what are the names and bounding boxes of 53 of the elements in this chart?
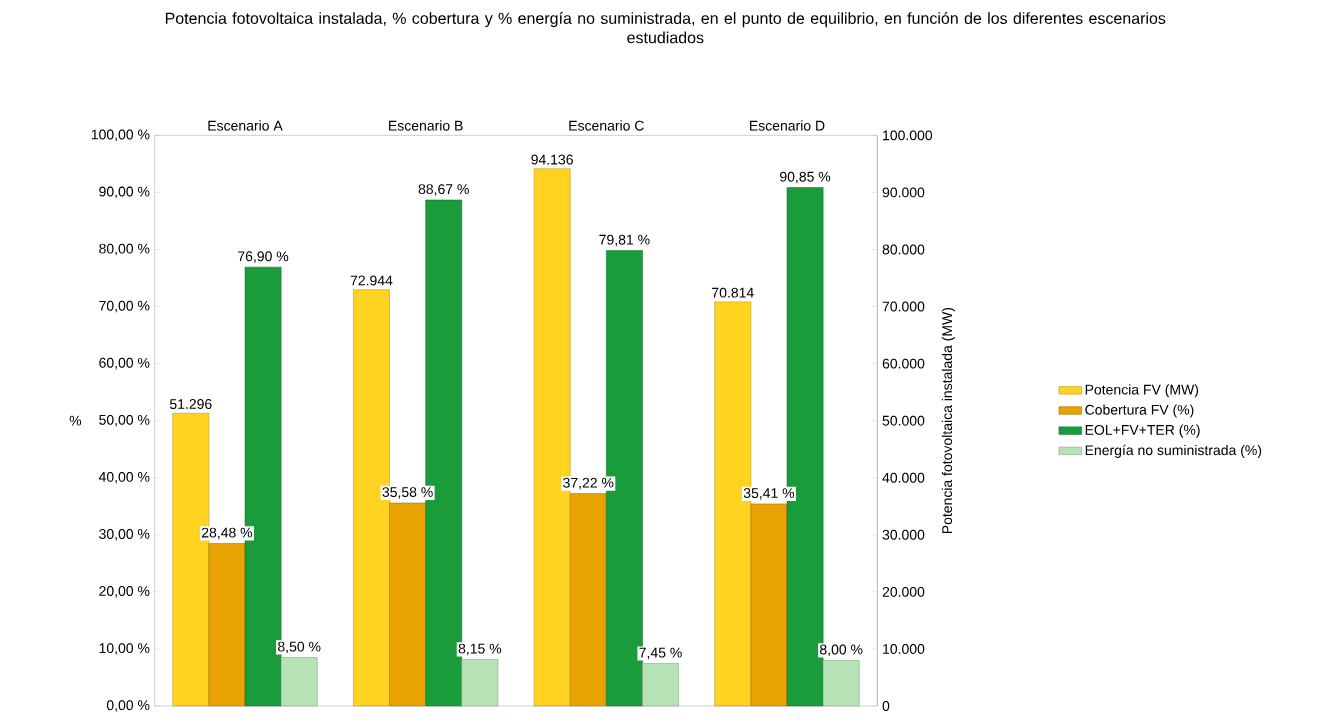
x-tick-label: Escenario D	[750, 120, 825, 131]
y-tick-label: 100,00 %	[91, 129, 150, 142]
y2-tick-label: 100.000	[883, 130, 933, 141]
bar	[642, 663, 679, 707]
data-label: 51.296	[169, 399, 212, 410]
data-label: 8,15 %	[458, 643, 502, 656]
data-label: 72.944	[350, 275, 393, 286]
y-tick-label: 10,00 %	[99, 643, 150, 655]
y-tick-label: 30,00 %	[99, 529, 150, 541]
legend-label: Energía no suministrada (%)	[1085, 444, 1262, 458]
y-tick-label: 0,00 %	[106, 700, 150, 712]
data-label: 8,50 %	[278, 641, 321, 654]
y2-tick-label: 90.000	[882, 187, 925, 198]
y-tick-label: 90,00 %	[99, 186, 150, 199]
data-label: 94.136	[531, 154, 573, 165]
y2-tick-label: 30.000	[882, 529, 925, 540]
y-axis-title: %	[69, 415, 82, 426]
bar	[461, 659, 499, 707]
y-tick-label: 70,00 %	[99, 300, 150, 313]
data-label: 76,90 %	[238, 251, 289, 263]
legend-label: EOL+FV+TER (%)	[1085, 424, 1200, 438]
data-label: 88,67 %	[418, 184, 469, 196]
y2-tick-label: 20.000	[882, 586, 925, 597]
x-tick-label: Escenario A	[208, 120, 283, 131]
data-label: 35,41 %	[743, 488, 795, 500]
data-label: 7,45 %	[639, 647, 682, 660]
data-label: 79,81 %	[599, 234, 650, 247]
legend-label: Potencia FV (MW)	[1085, 384, 1199, 398]
y2-axis-title: Potencia fotovoltaica instalada (MW)	[941, 307, 955, 534]
y2-tick-label: 70.000	[882, 301, 925, 312]
data-label: 28,48 %	[201, 527, 253, 540]
y-tick-label: 60,00 %	[99, 357, 150, 370]
y2-tick-label: 50.000	[882, 415, 925, 426]
y-tick-label: 50,00 %	[99, 414, 150, 427]
y2-tick-label: 0	[882, 701, 890, 711]
data-label: 37,22 %	[563, 477, 614, 490]
data-label: 90,85 %	[780, 171, 831, 184]
x-tick-label: Escenario C	[569, 120, 644, 131]
y2-tick-label: 40.000	[882, 472, 925, 483]
chart-title: Potencia fotovoltaica instalada, % cobertura y % energía no suministrada, en el punto de equilibrio, en función de los diferentes escenarios estudiados	[165, 12, 1166, 44]
data-label: 35,58 %	[382, 487, 433, 499]
y-tick-label: 40,00 %	[98, 471, 150, 484]
bar	[280, 657, 318, 707]
x-tick-label: Escenario B	[389, 120, 463, 131]
y2-tick-label: 60.000	[882, 358, 925, 369]
data-label: 8,00 %	[820, 644, 863, 657]
data-label: 70.814	[712, 287, 754, 298]
bar	[822, 660, 860, 707]
y2-tick-label: 10.000	[883, 643, 925, 654]
legend-label: Cobertura FV (%)	[1085, 404, 1194, 418]
y-tick-label: 80,00 %	[99, 243, 150, 256]
y2-tick-label: 80.000	[882, 244, 925, 255]
y-tick-label: 20,00 %	[99, 586, 150, 598]
